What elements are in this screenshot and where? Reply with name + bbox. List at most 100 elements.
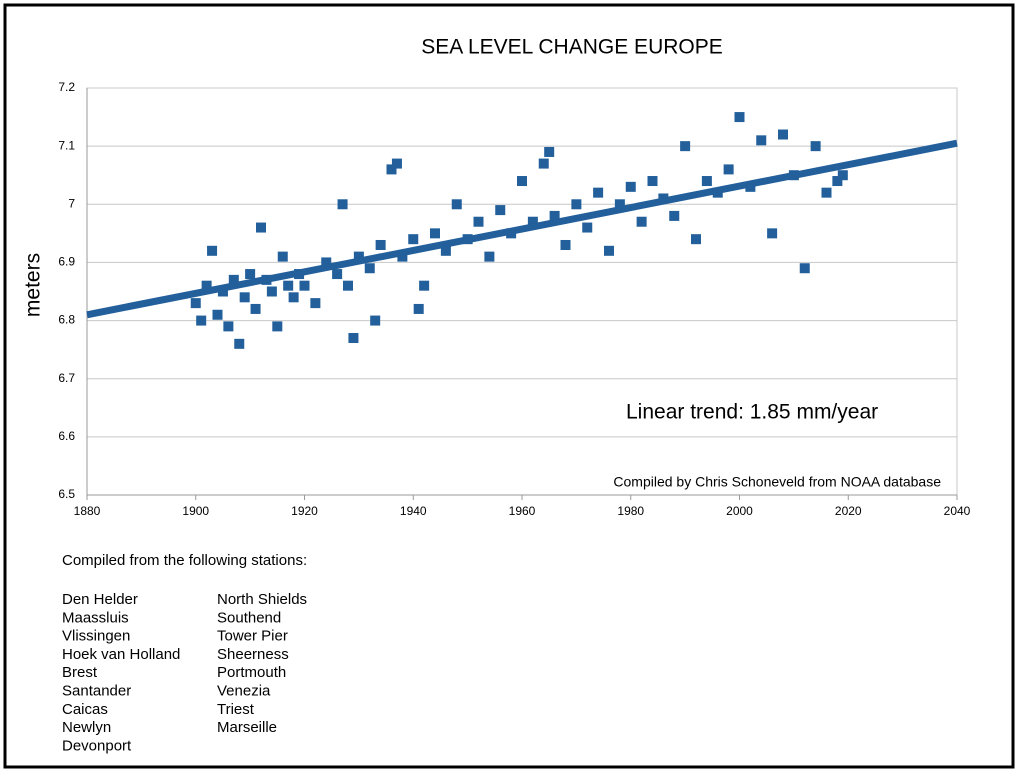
data-point [756,135,767,146]
data-point [245,269,256,280]
data-point [723,164,734,175]
data-point [837,170,848,181]
chart-title: SEA LEVEL CHANGE EUROPE [421,36,723,59]
data-point [647,176,658,187]
annotation: Compiled by Chris Schoneveld from NOAA d… [613,474,941,490]
station-name: Tower Pier [217,628,288,645]
data-point [348,333,359,344]
data-point [272,321,283,332]
station-name: Santander [62,682,131,699]
data-point [413,303,424,314]
data-point [560,239,571,250]
data-point [810,141,821,152]
data-point [337,199,348,210]
station-name: Maassluis [62,609,129,626]
data-point [517,176,527,187]
station-name: Caicas [62,701,108,718]
data-point [212,309,223,320]
data-point [397,251,408,262]
data-point [364,263,375,274]
data-point [343,280,353,291]
data-point [614,199,625,210]
data-point [332,269,343,280]
data-point [201,280,212,291]
data-point [223,321,234,332]
y-tick-label: 6.7 [58,371,75,385]
data-point [734,112,745,123]
x-tick-label: 1880 [74,504,101,518]
data-point [680,141,691,152]
data-point [321,257,332,268]
y-tick-label: 6.6 [58,429,75,443]
station-name: Portmouth [217,664,286,681]
annotation: Linear trend: 1.85 mm/year [626,401,878,424]
y-tick-label: 7 [68,196,75,210]
y-tick-label: 6.9 [58,255,75,269]
data-point [544,146,555,157]
data-point [353,251,364,262]
data-point [391,158,402,169]
data-point [256,222,266,233]
data-point [370,315,381,326]
data-point [691,234,701,245]
data-point [440,245,451,256]
y-axis-label: meters [22,253,45,317]
data-point [451,199,462,210]
data-point [821,187,832,198]
data-point [549,210,560,221]
data-point [419,280,430,291]
data-point [484,251,495,262]
station-name: Sheerness [217,646,289,663]
station-name: Southend [217,609,281,626]
data-point [375,239,386,250]
data-point [799,263,810,274]
data-point [386,164,397,175]
data-point [190,298,201,309]
station-name: Hoek van Holland [62,646,180,663]
stations-heading: Compiled from the following stations: [62,552,307,569]
y-tick-label: 7.1 [58,138,75,152]
station-name: Brest [62,664,98,681]
data-point [604,245,614,256]
station-name: Vlissingen [62,628,130,645]
data-point [299,280,310,291]
data-point [625,181,636,192]
station-name: Den Helder [62,591,138,608]
data-point [234,338,245,349]
data-point [283,280,294,291]
data-point [239,292,250,303]
data-point [701,176,712,187]
x-tick-label: 1920 [291,504,318,518]
data-point [538,158,549,169]
station-name: Triest [217,701,255,718]
x-tick-label: 2040 [944,504,971,518]
station-name: Devonport [62,737,132,754]
x-tick-label: 2020 [835,504,862,518]
data-point [832,176,843,187]
station-name: North Shields [217,591,307,608]
frame [3,3,1015,769]
data-point [288,292,299,303]
data-point [310,298,321,309]
data-point [228,274,239,285]
trend-line [86,139,958,319]
data-point [196,315,207,326]
x-tick-label: 1900 [182,504,209,518]
data-point [636,216,647,227]
x-tick-label: 1940 [400,504,427,518]
data-point [277,251,288,262]
data-point [527,216,538,227]
station-name: Marseille [217,719,277,736]
station-name: Newlyn [62,719,111,736]
data-point [430,228,440,239]
data-point [669,210,680,221]
data-point [593,187,604,198]
station-name: Venezia [217,682,271,699]
data-point [778,129,788,140]
y-tick-label: 6.8 [58,313,75,327]
data-point [408,234,419,245]
x-tick-label: 2000 [726,504,753,518]
y-tick-label: 7.2 [58,80,75,94]
